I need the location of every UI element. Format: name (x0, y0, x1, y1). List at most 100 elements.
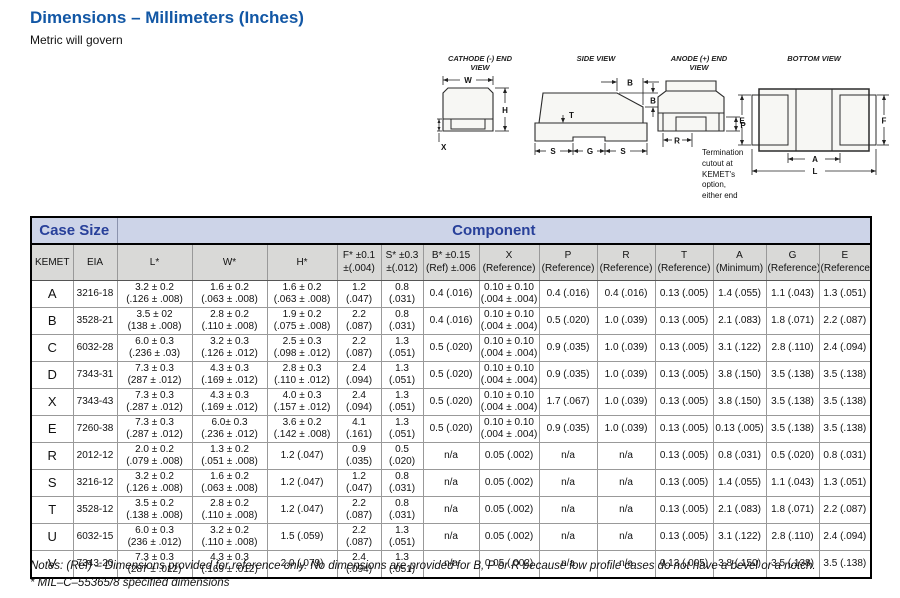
table-cell: 2.2 (.087) (336, 333, 382, 362)
table-cell: 0.10 ± 0.10 (.004 ± .004) (478, 333, 540, 362)
table-cell: 1.0 (.039) (596, 387, 656, 416)
table-cell: 1.6 ± 0.2 (.063 ± .008) (266, 279, 338, 308)
dim-label-s-left: S (550, 147, 556, 156)
table-cell: n/a (596, 441, 656, 470)
table-cell: n/a (422, 495, 480, 524)
table-cell: 7343-31 (72, 360, 118, 389)
table-cell: 2012-12 (72, 441, 118, 470)
kemet-case-cell: U (30, 522, 74, 551)
column-header-1: EIA (72, 243, 118, 281)
table-cell: n/a (538, 441, 598, 470)
table-cell: 2.4 (.094) (336, 549, 382, 578)
column-header-6: S* ±0.3 ±(.012) (380, 243, 424, 281)
table-cell: 6032-28 (72, 333, 118, 362)
table-cell: 0.10 ± 0.10 (.004 ± .004) (478, 279, 540, 308)
table-cell: 2.1 (.083) (712, 495, 767, 524)
table-cell: 1.8 (.071) (765, 306, 820, 335)
table-row-T: T 3528-12 3.5 ± 0.2 (.138 ± .008) 2.8 ± 0.2… (30, 495, 872, 524)
table-cell: 6032-15 (72, 522, 118, 551)
bottom-chip-outline (751, 88, 877, 152)
table-cell: 1.2 (.047) (336, 279, 382, 308)
kemet-case-cell: B (30, 306, 74, 335)
table-cell: 3528-12 (72, 495, 118, 524)
table-cell: 3.8 (.150) (712, 360, 767, 389)
table-cell: 0.13 (.005) (654, 387, 714, 416)
footnotes: Notes: (Ref) – Dimensions provided for r… (30, 558, 875, 593)
dim-label-w: W (464, 76, 472, 85)
table-cell: 0.13 (.005) (654, 279, 714, 308)
column-header-3: W* (191, 243, 268, 281)
table-cell: 1.7 (.067) (538, 387, 598, 416)
table-cell: 1.8 (.071) (765, 495, 820, 524)
table-cell: 1.5 (.059) (266, 522, 338, 551)
table-cell: 4.3 ± 0.3 (.169 ± .012) (191, 387, 268, 416)
table-row-C: C 6032-28 6.0 ± 0.3 (.236 ± .03) 3.2 ± 0.3 … (30, 333, 872, 362)
cathode-chip-outline (442, 87, 494, 132)
column-header-5: F* ±0.1 ±(.004) (336, 243, 382, 281)
kemet-case-cell: V (30, 549, 74, 578)
table-cell: 2.8 ± 0.2 (.110 ± .008) (191, 306, 268, 335)
table-cell: 0.13 (.005) (654, 414, 714, 443)
dim-label-t: T (569, 111, 574, 120)
table-cell: 3.2 ± 0.3 (.126 ± .012) (191, 333, 268, 362)
page-subtitle: Metric will govern (30, 33, 123, 47)
table-cell: 6.0 ± 0.3 (.236 ± .03) (116, 333, 193, 362)
side-view-title: SIDE VIEW (576, 54, 616, 63)
cathode-dim-arrows (437, 76, 509, 142)
table-cell: 1.3 (.051) (380, 387, 424, 416)
table-cell: 0.13 (.005) (654, 360, 714, 389)
cathode-view-title: CATHODE (-) END VIEW (447, 54, 513, 73)
table-cell: 0.8 (.031) (712, 441, 767, 470)
table-cell: 0.13 (.005) (654, 441, 714, 470)
table-row-R: R 2012-12 2.0 ± 0.2 (.079 ± .008) 1.3 ± 0.2… (30, 441, 872, 470)
table-cell: 0.8 (.031) (380, 468, 424, 497)
table-row-E: E 7260-38 7.3 ± 0.3 (.287 ± .012) 6.0± 0.3 … (30, 414, 872, 443)
component-group-header: Component (116, 216, 872, 245)
dim-label-f: F (882, 117, 887, 126)
dim-label-b-right: B (650, 97, 656, 106)
table-cell: 7.3 ± 0.3 (287 ± .012) (116, 549, 193, 578)
table-cell: 7.3 ± 0.3 (.287 ± .012) (116, 387, 193, 416)
anode-end-view-figure: ANODE (+) END VIEW (650, 54, 748, 153)
table-cell: 1.2 (.047) (266, 441, 338, 470)
dim-label-l: L (813, 167, 818, 176)
dimension-diagrams: CATHODE (-) END VIEW (428, 54, 898, 214)
table-cell: 3216-18 (72, 279, 118, 308)
table-cell: 2.0 ± 0.2 (.079 ± .008) (116, 441, 193, 470)
column-header-14: E (Reference) (818, 243, 872, 281)
termination-cutout-note: Termination cutout at KEMET's option, ei… (702, 148, 744, 201)
column-header-9: P (Reference) (538, 243, 598, 281)
table-cell: 1.9 ± 0.2 (.075 ± .008) (266, 306, 338, 335)
table-cell: 2.2 (.087) (818, 306, 872, 335)
table-cell: 1.0 (.039) (596, 414, 656, 443)
dim-label-s-right: S (620, 147, 626, 156)
table-row-A: A 3216-18 3.2 ± 0.2 (.126 ± .008) 1.6 ± 0.2… (30, 279, 872, 308)
bottom-view-figure: BOTTOM VIEW (734, 54, 894, 181)
column-header-row: KEMET EIA L* W* H* F* ±0.1 ±(.004) S* ±0.3 ±(.… (30, 243, 872, 281)
table-cell: 2.2 (.087) (818, 495, 872, 524)
table-cell: 2.2 (.087) (336, 522, 382, 551)
table-cell: 3.5 (.138) (818, 387, 872, 416)
table-cell: 7.3 ± 0.3 (287 ± .012) (116, 360, 193, 389)
table-cell: 0.4 (.016) (422, 306, 480, 335)
table-cell: 0.9 (.035) (538, 414, 598, 443)
kemet-case-cell: S (30, 468, 74, 497)
table-cell: 7.3 ± 0.3 (.287 ± .012) (116, 414, 193, 443)
table-cell: n/a (422, 441, 480, 470)
table-cell: 0.13 (.005) (654, 522, 714, 551)
kemet-case-cell: X (30, 387, 74, 416)
table-cell: 2.2 (.087) (336, 495, 382, 524)
table-cell: 1.3 (.051) (380, 549, 424, 578)
table-cell: 3528-21 (72, 306, 118, 335)
table-cell: n/a (538, 549, 598, 578)
table-cell: 2.2 (.087) (336, 306, 382, 335)
bottom-dim-arrows (738, 94, 889, 175)
side-view-diagram: B B T S G S (534, 78, 659, 156)
table-cell: 1.0 (.039) (596, 333, 656, 362)
case-size-group-header: Case Size (30, 216, 118, 245)
anode-dim-arrows (662, 116, 740, 147)
table-cell: 0.8 (.031) (818, 441, 872, 470)
table-cell: 0.13 (.005) (654, 495, 714, 524)
table-cell: 1.3 (.051) (380, 333, 424, 362)
